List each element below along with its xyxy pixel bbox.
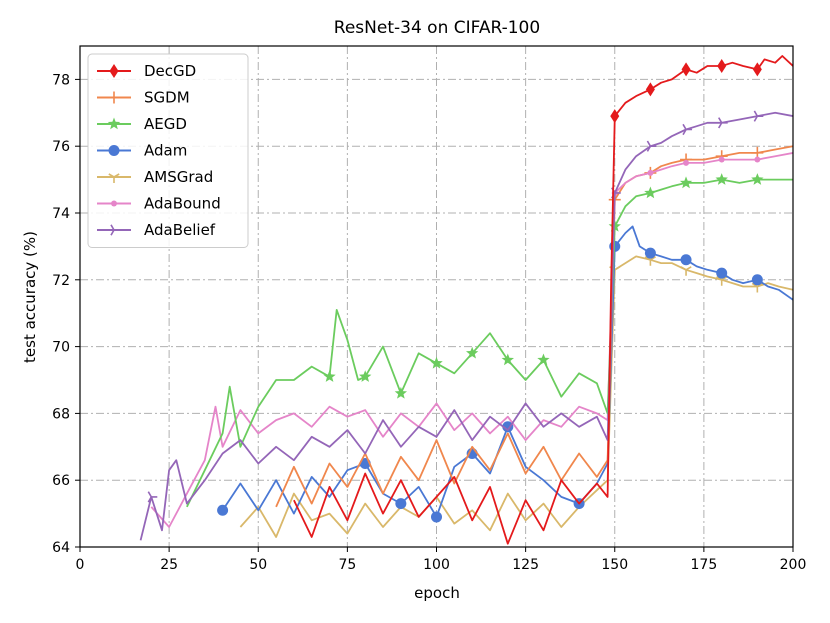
series-marker-decgd xyxy=(645,82,655,97)
series-layer xyxy=(139,55,793,545)
x-axis-label: epoch xyxy=(414,584,460,602)
legend-marker-decgd xyxy=(109,64,119,78)
series-marker-aegd xyxy=(751,173,764,185)
x-tick-label: 25 xyxy=(160,557,178,573)
series-marker-aegd xyxy=(501,353,514,366)
series-adabelief xyxy=(139,110,793,541)
axis-ticks: 0 25 50 75 100 125 150 175 200 64 66 68 70 72 74 76 78 xyxy=(52,72,806,573)
legend-marker-amsgrad xyxy=(108,173,120,183)
series-marker-aegd xyxy=(537,353,550,366)
legend-label-adabelief: AdaBelief xyxy=(144,221,216,239)
series-marker-adabound xyxy=(754,156,761,163)
series-marker-aegd xyxy=(644,186,657,199)
series-marker-aegd xyxy=(359,370,372,382)
legend-label-sgdm: SGDM xyxy=(144,89,190,107)
legend-item-aegd: AEGD xyxy=(97,115,187,133)
y-tick-label: 76 xyxy=(52,139,70,155)
legend-item-adabelief: AdaBelief xyxy=(97,221,216,239)
x-tick-label: 150 xyxy=(601,557,628,573)
series-line-adabelief xyxy=(139,111,793,541)
series-marker-amsgrad xyxy=(716,276,728,286)
series-marker-aegd xyxy=(715,173,728,185)
legend: DecGD SGDM AEGD Adam AMSGrad AdaBound AdaBelie… xyxy=(87,53,249,248)
series-marker-amsgrad xyxy=(680,266,692,276)
legend-item-amsgrad: AMSGrad xyxy=(97,168,213,186)
series-adabound xyxy=(150,152,793,528)
legend-item-sgdm: SGDM xyxy=(97,89,190,107)
series-marker-adabelief xyxy=(147,491,158,503)
series-marker-adam xyxy=(680,254,692,266)
series-marker-adabound xyxy=(647,169,654,176)
series-line-adabound xyxy=(150,152,793,528)
grid xyxy=(79,46,794,548)
legend-label-adabound: AdaBound xyxy=(144,195,221,213)
legend-label-aegd: AEGD xyxy=(144,115,187,133)
legend-box xyxy=(87,53,249,248)
legend-item-adam: Adam xyxy=(97,142,187,160)
y-tick-label: 70 xyxy=(52,340,70,356)
series-amsgrad xyxy=(239,255,793,538)
x-tick-label: 100 xyxy=(423,557,450,573)
chart-title: ResNet-34 on CIFAR-100 xyxy=(334,18,540,38)
y-tick-label: 72 xyxy=(52,273,70,289)
y-tick-label: 68 xyxy=(52,406,70,422)
legend-marker-sgdm xyxy=(108,91,120,104)
series-marker-amsgrad xyxy=(644,256,656,266)
y-axis-label: test accuracy (%) xyxy=(21,231,39,363)
series-marker-decgd xyxy=(752,62,762,77)
series-marker-aegd xyxy=(608,219,621,232)
series-marker-adam xyxy=(217,504,229,516)
series-marker-aegd xyxy=(323,370,336,382)
series-marker-aegd xyxy=(394,386,407,399)
series-marker-adam xyxy=(716,267,728,279)
series-marker-adabelief xyxy=(718,117,728,129)
series-marker-amsgrad xyxy=(751,282,763,293)
series-aegd xyxy=(186,173,793,508)
x-tick-label: 0 xyxy=(76,557,85,573)
legend-label-amsgrad: AMSGrad xyxy=(144,168,213,186)
series-marker-adabelief xyxy=(646,140,657,152)
series-marker-decgd xyxy=(717,59,727,74)
series-line-decgd xyxy=(293,55,793,545)
x-tick-label: 175 xyxy=(691,557,718,573)
series-marker-adam xyxy=(644,247,656,259)
series-decgd xyxy=(293,55,793,545)
x-tick-label: 50 xyxy=(249,557,267,573)
series-marker-adam xyxy=(751,274,763,286)
series-marker-adabound xyxy=(683,159,690,166)
series-marker-adam xyxy=(502,421,514,433)
legend-marker-aegd xyxy=(107,117,121,130)
legend-marker-adabound xyxy=(111,200,117,207)
y-tick-label: 66 xyxy=(52,473,70,489)
series-marker-decgd xyxy=(681,62,691,77)
x-tick-label: 125 xyxy=(512,557,539,573)
y-tick-label: 78 xyxy=(52,72,70,88)
series-marker-aegd xyxy=(466,346,479,359)
x-tick-label: 200 xyxy=(780,557,807,573)
series-marker-adabound xyxy=(718,156,725,163)
series-line-adam xyxy=(221,225,793,518)
legend-item-decgd: DecGD xyxy=(97,62,196,80)
x-tick-label: 75 xyxy=(338,557,356,573)
y-tick-label: 64 xyxy=(52,540,70,556)
legend-label-adam: Adam xyxy=(144,142,187,160)
series-marker-adam xyxy=(431,511,442,523)
legend-marker-adabelief xyxy=(110,224,120,236)
series-marker-aegd xyxy=(430,356,443,369)
series-marker-decgd xyxy=(610,109,620,124)
series-marker-adam xyxy=(395,498,407,510)
legend-label-decgd: DecGD xyxy=(144,62,196,80)
series-marker-adabelief xyxy=(682,123,693,136)
series-line-aegd xyxy=(186,178,793,508)
legend-marker-adam xyxy=(108,145,120,156)
series-marker-aegd xyxy=(679,176,693,189)
series-marker-adabelief xyxy=(753,110,764,122)
y-tick-label: 74 xyxy=(52,206,70,222)
legend-item-adabound: AdaBound xyxy=(97,195,221,213)
